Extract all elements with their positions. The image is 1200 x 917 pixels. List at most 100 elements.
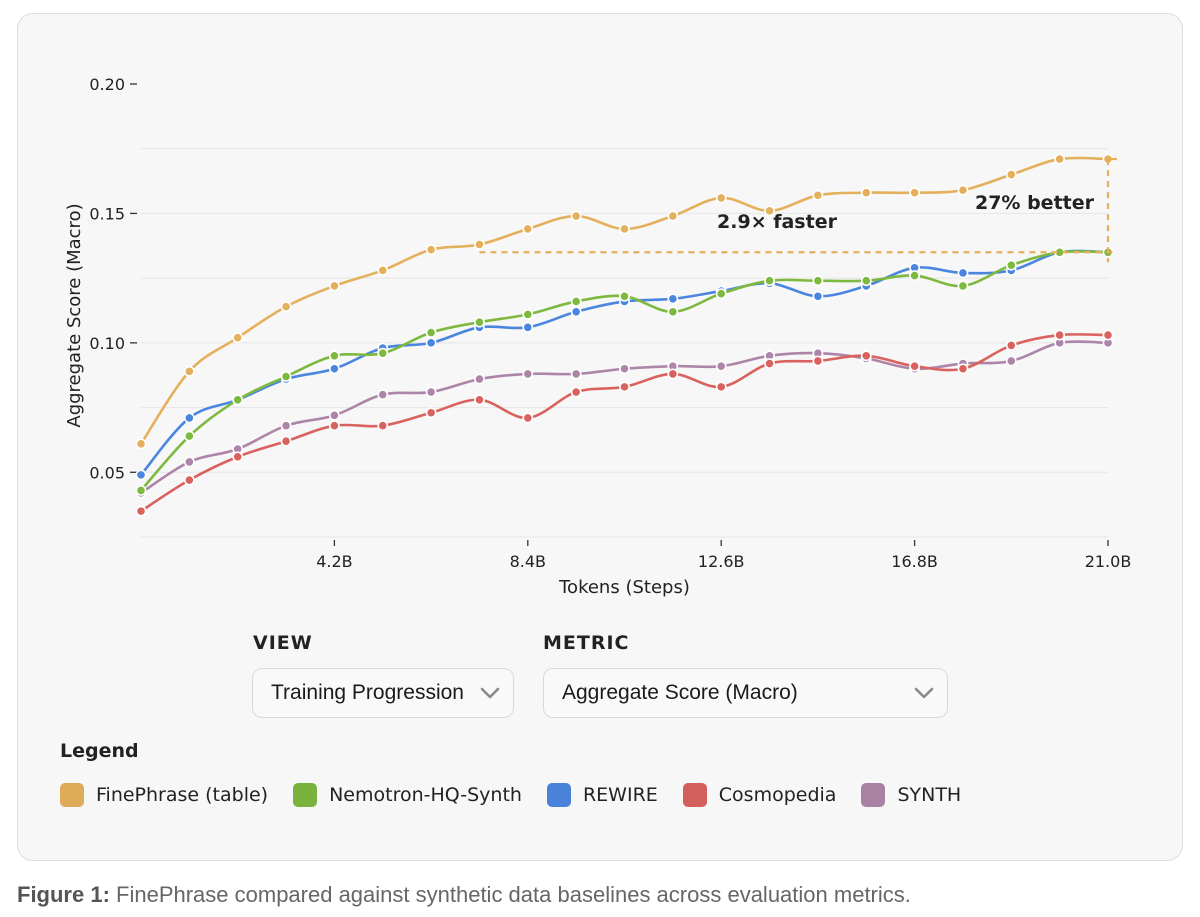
y-tick-label: 0.20 xyxy=(89,75,125,94)
data-point xyxy=(280,301,292,313)
data-point xyxy=(715,192,727,204)
data-point xyxy=(570,306,582,318)
data-point xyxy=(280,371,292,382)
data-point xyxy=(860,187,872,199)
data-point xyxy=(1102,329,1114,341)
data-point xyxy=(183,430,195,442)
data-point xyxy=(328,363,340,375)
series-synth xyxy=(135,337,1114,499)
data-point xyxy=(474,373,485,385)
x-tick-label: 16.8B xyxy=(891,552,938,571)
data-point xyxy=(667,293,679,305)
data-point xyxy=(425,337,437,349)
data-point xyxy=(280,435,292,447)
data-point xyxy=(183,474,195,486)
data-point xyxy=(619,290,630,302)
series-finephrase-table- xyxy=(135,153,1114,450)
line-chart: 0.05 0.10 0.15 0.20 4.2B 8.4B 12.6B 16.8B 21.0B T… xyxy=(64,75,1132,598)
data-point xyxy=(812,290,824,302)
data-point xyxy=(183,456,195,468)
data-point xyxy=(667,368,679,380)
data-point xyxy=(1005,340,1017,351)
legend: FinePhrase (table) Nemotron-HQ-Synth REW… xyxy=(60,783,986,807)
caption-prefix: Figure 1: xyxy=(17,882,110,907)
legend-label: SYNTH xyxy=(897,784,962,806)
legend-item[interactable]: REWIRE xyxy=(546,783,658,807)
data-point xyxy=(1054,153,1066,165)
legend-swatch xyxy=(682,783,707,807)
legend-item[interactable]: Nemotron-HQ-Synth xyxy=(293,783,522,807)
data-point xyxy=(667,306,679,318)
data-point xyxy=(909,187,920,199)
chevron-down-icon xyxy=(467,668,513,718)
figure-card xyxy=(17,13,1183,861)
metric-select-value: Aggregate Score (Macro) xyxy=(562,681,798,704)
data-point xyxy=(232,332,244,344)
legend-item[interactable]: SYNTH xyxy=(861,783,961,807)
data-point xyxy=(764,275,775,287)
y-tick-label: 0.05 xyxy=(89,463,125,482)
data-point xyxy=(328,280,340,292)
data-point xyxy=(619,363,630,375)
legend-title: Legend xyxy=(60,740,139,762)
series-cosmopedia xyxy=(135,329,1114,517)
data-point xyxy=(328,420,340,432)
x-axis-label: Tokens (Steps) xyxy=(558,577,690,598)
annotation-faster: 2.9× faster xyxy=(717,211,838,233)
data-point xyxy=(812,355,824,367)
data-point xyxy=(1005,259,1017,271)
metric-label: METRIC xyxy=(543,632,630,654)
y-tick-label: 0.15 xyxy=(89,204,125,223)
data-point xyxy=(183,365,195,377)
legend-label: REWIRE xyxy=(582,784,658,806)
legend-label: FinePhrase (table) xyxy=(96,784,269,806)
data-point xyxy=(570,210,582,222)
data-point xyxy=(667,210,679,222)
data-point xyxy=(957,363,969,375)
legend-label: Cosmopedia xyxy=(718,784,837,806)
data-point xyxy=(135,505,147,517)
data-point xyxy=(570,368,582,380)
legend-swatch xyxy=(60,783,84,807)
data-point xyxy=(570,296,582,307)
data-point xyxy=(957,280,969,292)
data-point xyxy=(619,381,630,393)
data-point xyxy=(764,358,775,369)
data-point xyxy=(715,360,727,372)
data-point xyxy=(812,275,824,287)
data-point xyxy=(764,205,775,217)
series-nemotron-hq-synth xyxy=(135,246,1114,496)
data-point xyxy=(715,288,727,300)
view-select-value: Training Progression xyxy=(271,681,464,704)
data-point xyxy=(909,360,920,372)
data-point xyxy=(1005,169,1017,180)
data-point xyxy=(135,485,147,496)
data-point xyxy=(328,409,340,421)
legend-item[interactable]: Cosmopedia xyxy=(682,783,837,807)
data-point xyxy=(377,389,389,401)
data-point xyxy=(474,316,485,328)
metric-select[interactable]: Aggregate Score (Macro) xyxy=(543,668,948,718)
data-point xyxy=(1005,355,1017,367)
data-point xyxy=(135,438,147,450)
x-tick-label: 12.6B xyxy=(698,552,745,571)
data-point xyxy=(522,412,534,424)
data-point xyxy=(957,267,969,279)
chevron-down-icon xyxy=(901,668,947,718)
data-point xyxy=(619,223,630,235)
view-select[interactable]: Training Progression xyxy=(252,668,514,718)
data-point xyxy=(522,368,534,380)
data-point xyxy=(425,386,437,398)
data-point xyxy=(860,350,872,362)
legend-item[interactable]: FinePhrase (table) xyxy=(60,783,268,807)
data-point xyxy=(715,381,727,393)
data-point xyxy=(1054,329,1066,341)
x-tick-label: 21.0B xyxy=(1085,552,1132,571)
data-point xyxy=(425,244,437,256)
legend-swatch xyxy=(293,783,318,807)
x-tick-label: 8.4B xyxy=(510,552,546,571)
legend-swatch xyxy=(861,783,886,807)
data-point xyxy=(183,412,195,424)
data-point xyxy=(570,386,582,398)
data-point xyxy=(522,321,534,333)
